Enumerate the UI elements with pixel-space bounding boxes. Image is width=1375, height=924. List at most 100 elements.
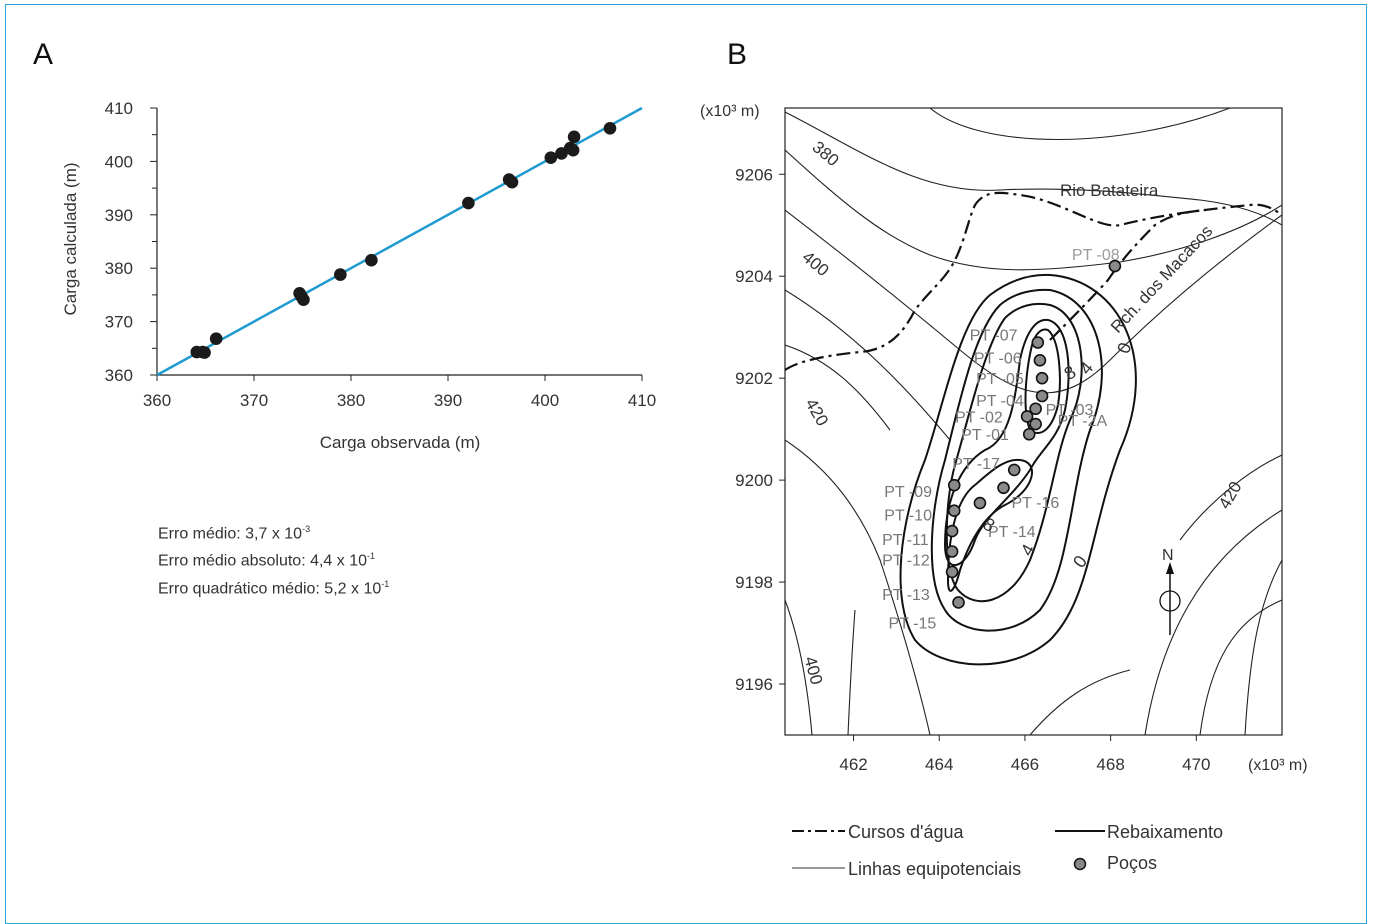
x-axis-label: Carga observada (m): [320, 433, 481, 452]
data-point: [198, 346, 211, 359]
well-marker: [973, 496, 987, 510]
drawdown-label: 0: [1069, 552, 1091, 572]
y-tick-label: 400: [105, 152, 133, 171]
well-label: PT -14: [988, 524, 1036, 541]
legend-label-wells: Poços: [1107, 853, 1157, 873]
well-marker: [945, 545, 959, 558]
rivers: [785, 191, 1282, 371]
well-label: PT -07: [970, 327, 1018, 344]
well-marker: [947, 478, 961, 492]
well-label: PT -17: [952, 456, 1000, 473]
well-marker: [945, 524, 959, 538]
well-marker: [1020, 410, 1034, 423]
x-tick-label: 400: [531, 391, 559, 410]
stat-erro-quadratico: Erro quadrático médio: 5,2 x 10-1: [158, 578, 390, 597]
legend-label-rivers: Cursos d'água: [848, 822, 964, 842]
map-y-tick-label: 9202: [735, 369, 773, 388]
map-x-tick-label: 466: [1011, 755, 1039, 774]
well-label: PT -08: [1072, 247, 1120, 264]
drawdown-contours: [899, 273, 1137, 666]
well-label: PT -12: [882, 552, 930, 569]
x-tick-label: 380: [337, 391, 365, 410]
equipotential-label: 420: [801, 395, 832, 429]
well-label: PT -11: [882, 532, 929, 549]
data-point: [567, 130, 581, 144]
equipotential-label: 400: [800, 654, 826, 686]
map-y-tick-label: 9200: [735, 471, 773, 490]
map-x-tick-label: 468: [1096, 755, 1124, 774]
data-point: [603, 121, 617, 135]
data-point: [334, 268, 347, 281]
well-marker: [1031, 336, 1045, 349]
y-tick-label: 370: [105, 313, 133, 332]
drawdown-label: 4: [1076, 358, 1098, 379]
legend-swatch-wells: [1073, 857, 1087, 871]
well-marker: [1007, 463, 1021, 477]
data-point: [365, 253, 378, 267]
legend: Cursos d'água Rebaixamento Linhas equipo…: [792, 822, 1223, 879]
well-label: PT -01: [961, 427, 1009, 444]
y-tick-label: 360: [105, 366, 133, 385]
data-point: [462, 196, 475, 210]
well-marker: [1033, 354, 1047, 367]
y-tick-label: 410: [105, 99, 133, 118]
x-unit-label: (x10³ m): [1248, 757, 1308, 774]
map-y-tick-label: 9198: [735, 573, 773, 592]
svg-text:N: N: [1162, 547, 1174, 564]
well-label: PT -10: [884, 508, 932, 525]
well-label: PT -2A: [1058, 413, 1108, 430]
panel-b-label: B: [727, 38, 748, 71]
y-tick-label: 390: [105, 206, 133, 225]
x-tick-label: 410: [628, 391, 656, 410]
well-marker: [1108, 259, 1122, 273]
well-label: PT -16: [1012, 495, 1060, 512]
data-point: [297, 293, 310, 307]
well-label: PT -03: [1046, 402, 1094, 419]
stat-erro-medio: Erro médio: 3,7 x 10-3: [158, 524, 311, 543]
equipotential-label: 380: [809, 137, 843, 170]
well-marker: [945, 565, 959, 579]
map-y-tick-label: 9204: [735, 267, 773, 286]
error-stats: Erro médio: 3,7 x 10-3 Erro médio absolu…: [158, 518, 389, 600]
north-arrow: N: [1159, 547, 1181, 635]
well-marker: [952, 596, 965, 609]
well-label: PT -13: [882, 587, 930, 604]
map-y-tick-label: 9196: [735, 675, 773, 694]
data-point: [566, 143, 580, 157]
map-x-tick-label: 470: [1182, 755, 1210, 774]
well-marker: [1022, 427, 1036, 441]
legend-label-drawdown: Rebaixamento: [1107, 822, 1223, 842]
well-label: PT -09: [884, 484, 932, 501]
data-point: [544, 151, 558, 164]
map-x-tick-label: 464: [925, 755, 953, 774]
well-marker: [1029, 402, 1042, 416]
well-marker: [1029, 417, 1042, 431]
map-x-tick-label: 462: [839, 755, 867, 774]
y-axis-label: Carga calculada (m): [61, 162, 80, 315]
data-point: [505, 175, 519, 189]
scatter-chart-a: 360 370 380 390 400 410 360 370 380 390 400 410 Car…: [61, 99, 656, 452]
map-y-tick-label: 9206: [735, 165, 773, 184]
well-label: PT -15: [889, 615, 937, 632]
well-marker: [947, 504, 961, 518]
y-unit-label: (x10³ m): [700, 103, 760, 120]
well-label: PT -06: [974, 350, 1022, 367]
equipotential-label: 400: [799, 247, 833, 280]
x-tick-label: 370: [240, 391, 268, 410]
panel-a-label: A: [33, 38, 54, 71]
well-marker: [997, 481, 1010, 495]
stat-erro-medio-absoluto: Erro médio absoluto: 4,4 x 10-1: [158, 551, 376, 570]
well-label: PT -05: [976, 371, 1024, 388]
x-tick-label: 360: [143, 391, 171, 410]
data-point: [209, 332, 223, 345]
y-tick-label: 380: [105, 259, 133, 278]
legend-label-equipotential: Linhas equipotenciais: [848, 859, 1021, 879]
x-tick-label: 390: [434, 391, 462, 410]
well-marker: [1035, 371, 1049, 385]
equipotential-label: 420: [1215, 478, 1246, 512]
well-label: PT -04: [976, 393, 1024, 410]
well-marker: [1035, 389, 1049, 403]
river-label: Rio Batateira: [1060, 181, 1159, 200]
map-frame: [784, 107, 1283, 736]
